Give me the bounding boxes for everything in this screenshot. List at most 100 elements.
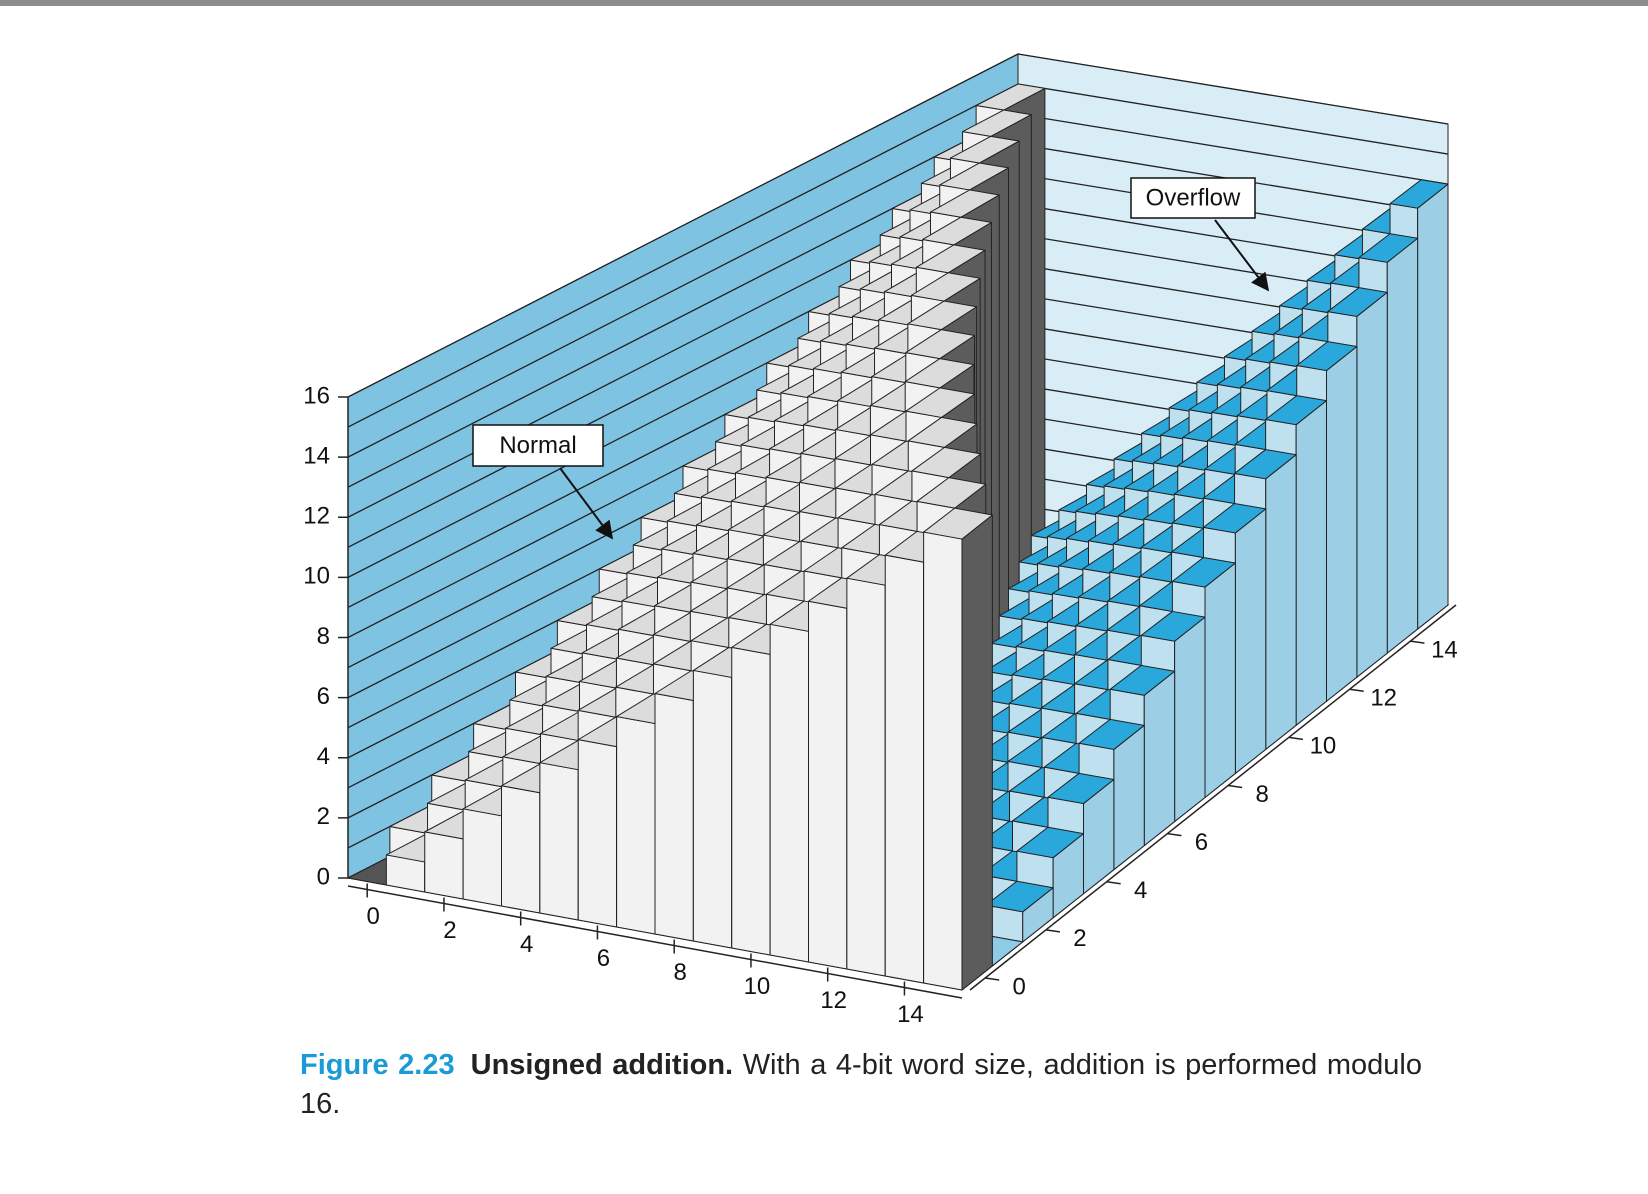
x-tick-label: 2 bbox=[443, 917, 456, 944]
caption-label: Figure 2.23 bbox=[300, 1049, 455, 1081]
bar-top bbox=[1265, 395, 1327, 426]
annotation-box bbox=[1130, 177, 1256, 219]
z-tick-label: 4 bbox=[317, 743, 330, 770]
bar-top bbox=[975, 83, 1046, 111]
x-tick-label: 14 bbox=[897, 1001, 924, 1028]
bar-top bbox=[1109, 664, 1176, 696]
annotation-arrow bbox=[559, 467, 614, 540]
y-tick-label: 8 bbox=[1256, 781, 1269, 808]
bar-side bbox=[1295, 400, 1327, 726]
bar-top bbox=[949, 135, 1020, 164]
bar-top bbox=[1327, 287, 1388, 317]
bar-side bbox=[1234, 508, 1267, 774]
annotation-arrow bbox=[1214, 219, 1270, 292]
bar-front bbox=[654, 693, 694, 942]
z-tick-label: 10 bbox=[303, 563, 330, 590]
y-tick-label: 14 bbox=[1431, 636, 1458, 663]
y-tick bbox=[1228, 784, 1243, 789]
z-tick-label: 8 bbox=[317, 623, 330, 650]
y-tick bbox=[1106, 880, 1121, 885]
bar-front bbox=[923, 531, 963, 991]
bar-side bbox=[961, 514, 993, 991]
bar-front bbox=[769, 623, 809, 963]
bar-top bbox=[985, 880, 1054, 913]
bar-front bbox=[462, 808, 502, 907]
bar-side bbox=[1417, 183, 1449, 630]
annotation-text: Normal bbox=[499, 432, 576, 459]
x-tick-label: 4 bbox=[520, 931, 533, 958]
x-tick-label: 0 bbox=[367, 903, 380, 930]
bar-side bbox=[1356, 291, 1388, 678]
z-tick-label: 0 bbox=[317, 863, 330, 890]
bar-top bbox=[1389, 179, 1449, 209]
bar-top bbox=[1234, 449, 1297, 480]
bar-top bbox=[1202, 503, 1267, 534]
bar-side bbox=[1386, 237, 1419, 654]
x-tick-label: 10 bbox=[744, 973, 771, 1000]
x-tick-label: 12 bbox=[820, 987, 847, 1014]
grid-line bbox=[347, 53, 1449, 398]
bar-side bbox=[1113, 724, 1145, 871]
bar-top bbox=[1171, 556, 1236, 588]
annotation-box bbox=[472, 424, 604, 467]
caption: Figure 2.23 Unsigned addition. With a 4-b… bbox=[300, 1046, 1422, 1124]
bar-top bbox=[1016, 826, 1084, 859]
y-tick bbox=[1410, 640, 1425, 644]
bar-side bbox=[1204, 562, 1236, 798]
caption-title: Unsigned addition. bbox=[470, 1049, 734, 1081]
x-tick-label: 8 bbox=[674, 959, 687, 986]
y-tick-label: 10 bbox=[1310, 733, 1337, 760]
bar-top bbox=[1047, 772, 1115, 805]
y-tick-label: 6 bbox=[1195, 829, 1208, 856]
bar-top bbox=[1358, 233, 1419, 263]
top-bar bbox=[0, 0, 1648, 6]
bar-top bbox=[907, 300, 978, 331]
bar-front bbox=[808, 600, 848, 970]
y-tick-label: 2 bbox=[1073, 925, 1086, 952]
y-tick-label: 0 bbox=[1013, 973, 1026, 1000]
caption-text: With a 4-bit word size, addition is perf… bbox=[300, 1049, 1422, 1120]
bar-top bbox=[915, 244, 986, 274]
bar-side bbox=[1326, 346, 1358, 702]
bar-side bbox=[1265, 454, 1297, 750]
y-tick-label: 12 bbox=[1370, 685, 1397, 712]
y-tick bbox=[1288, 736, 1304, 741]
y-tick bbox=[1349, 688, 1364, 692]
bar-top bbox=[923, 507, 993, 540]
bar-top bbox=[962, 109, 1032, 137]
bar-top bbox=[905, 329, 976, 360]
bar-top bbox=[916, 477, 987, 509]
x-axis bbox=[347, 885, 963, 999]
bar-front bbox=[424, 831, 464, 900]
annotation-text: Overflow bbox=[1146, 184, 1241, 211]
bar-top bbox=[930, 189, 1000, 218]
z-tick-label: 14 bbox=[303, 442, 330, 469]
bar-front bbox=[539, 762, 579, 921]
bar-top bbox=[905, 387, 976, 418]
z-tick-label: 12 bbox=[303, 503, 330, 530]
bar-top bbox=[1140, 610, 1206, 642]
z-tick-label: 16 bbox=[303, 382, 330, 409]
y-tick-label: 4 bbox=[1134, 877, 1147, 904]
bar bbox=[985, 880, 1054, 943]
bar-front bbox=[616, 716, 656, 935]
y-axis bbox=[969, 604, 1457, 991]
bar-front bbox=[846, 577, 886, 977]
bar-side bbox=[1174, 616, 1206, 823]
y-tick bbox=[985, 977, 1000, 981]
bar-top bbox=[911, 446, 982, 479]
bar bbox=[923, 507, 993, 991]
bar-top bbox=[1078, 718, 1145, 750]
bar-front bbox=[692, 669, 733, 949]
x-tick-label: 6 bbox=[597, 945, 610, 972]
bar-front bbox=[577, 739, 618, 928]
y-tick bbox=[1045, 929, 1061, 933]
chart: 0 2 4 6 8 10 12 14 16 0 2 4 6 8 10 12 14 0 2 4 6 8 10 12 14 Norma… bbox=[303, 53, 1458, 1028]
z-tick-label: 6 bbox=[317, 683, 330, 710]
bar-top bbox=[910, 272, 981, 302]
bar-top bbox=[922, 216, 992, 246]
y-tick bbox=[1167, 832, 1182, 837]
bar-top bbox=[907, 416, 978, 448]
bar-top bbox=[904, 358, 975, 389]
bar-front bbox=[884, 554, 925, 984]
